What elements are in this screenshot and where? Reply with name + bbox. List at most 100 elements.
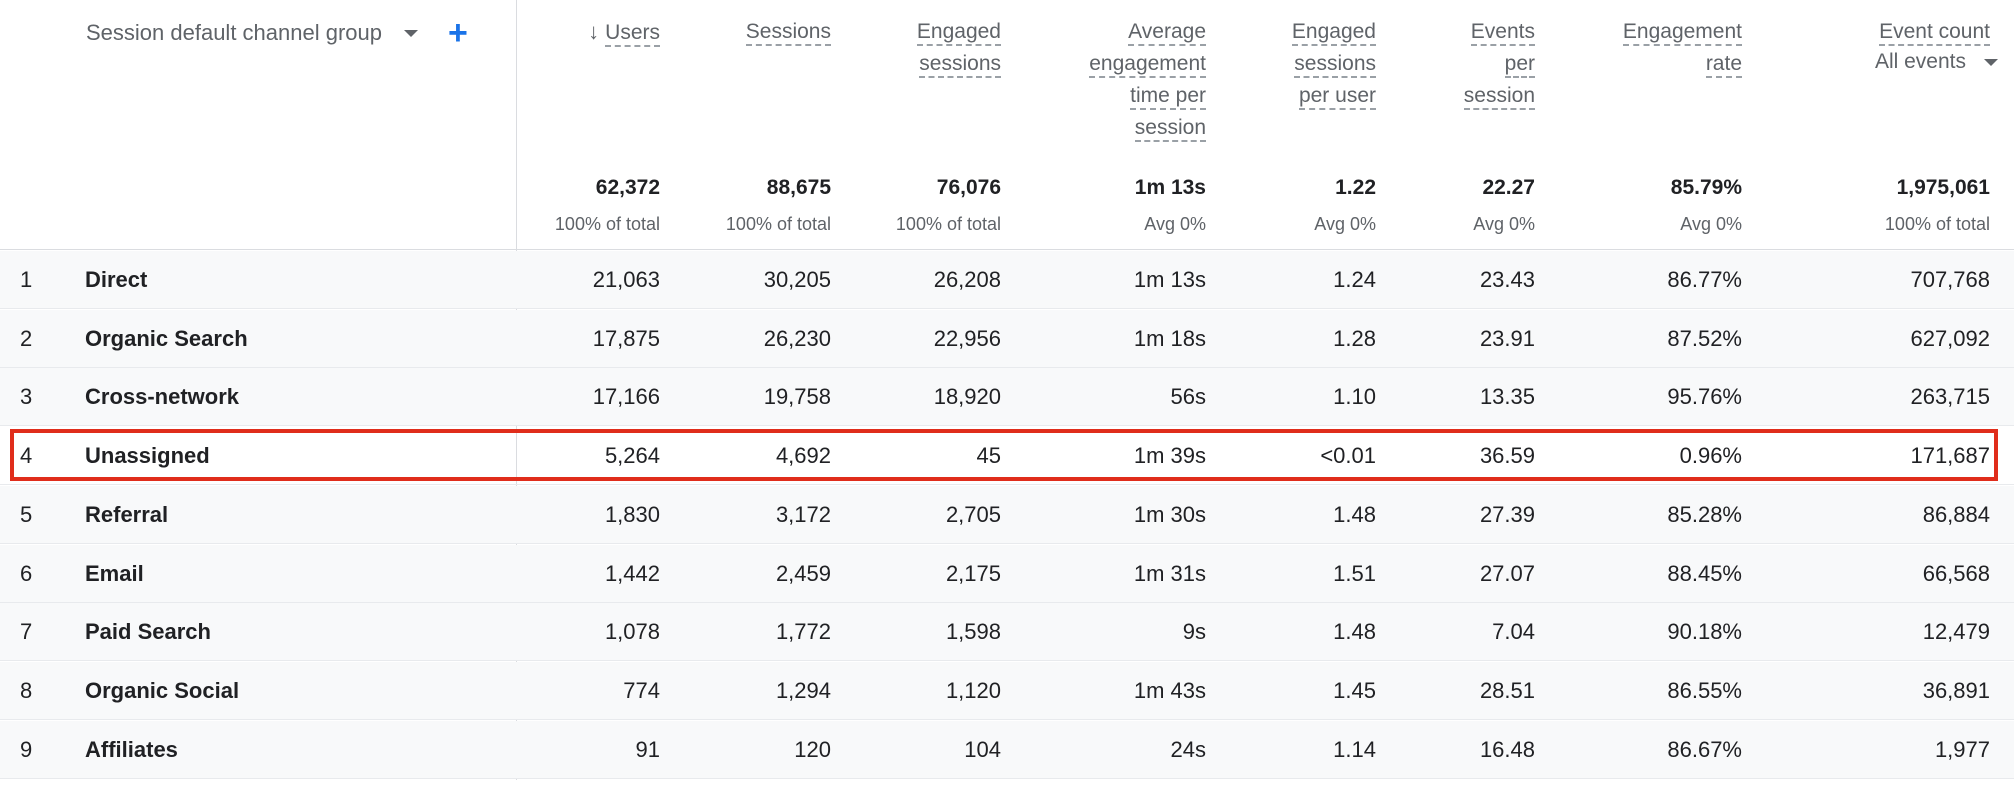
- table-row[interactable]: 4 Unassigned 5,264 4,692 45 1m 39s <0.01 36.59 0…: [0, 427, 2014, 486]
- metric-cell-events-per-session: 7.04: [1492, 619, 1535, 645]
- channel-name[interactable]: Email: [85, 560, 144, 586]
- column-header-avg-engagement-time[interactable]: Average engagement time per session: [1006, 16, 1206, 144]
- metric-cell-users: 1,830: [604, 501, 660, 527]
- column-header-label: Sessions: [745, 20, 831, 46]
- column-total: 1m 13s: [1134, 176, 1206, 199]
- channel-name[interactable]: Organic Social: [85, 677, 240, 703]
- column-header-label: per: [1504, 52, 1535, 78]
- column-header-engaged-sessions[interactable]: Engaged sessions: [841, 16, 1001, 80]
- row-rank: 2: [20, 325, 33, 351]
- channel-name[interactable]: Paid Search: [85, 619, 211, 645]
- column-header-engagement-rate[interactable]: Engagement rate: [1552, 16, 1742, 80]
- metric-cell-event-count: 627,092: [1910, 325, 1990, 351]
- metric-cell-avg-engagement-time: 1m 30s: [1133, 501, 1206, 527]
- table-row[interactable]: 5 Referral 1,830 3,172 2,705 1m 30s 1.48 27.39 8…: [0, 485, 2014, 544]
- metric-cell-engaged-per-user: 1.45: [1333, 677, 1376, 703]
- column-total-subtitle: Avg 0%: [1473, 214, 1535, 234]
- metric-cell-sessions: 2,459: [775, 560, 831, 586]
- channel-name[interactable]: Organic Search: [85, 325, 248, 351]
- dimension-dropdown-icon[interactable]: [404, 29, 418, 37]
- metric-cell-sessions: 26,230: [763, 325, 831, 351]
- column-header-label: Engagement: [1622, 20, 1742, 46]
- column-header-label: Engaged: [1291, 20, 1376, 46]
- column-header-label: Users: [605, 21, 660, 47]
- add-dimension-icon[interactable]: +: [448, 14, 468, 52]
- event-filter-select[interactable]: All events: [1875, 50, 1998, 74]
- metric-cell-event-count: 707,768: [1910, 267, 1990, 292]
- table-header: Session default channel group + ↓ Users 62…: [0, 0, 2014, 250]
- sort-descending-icon[interactable]: ↓: [588, 19, 600, 44]
- column-total-subtitle: 100% of total: [895, 214, 1001, 234]
- column-header-events-per-session[interactable]: Events per session: [1385, 16, 1535, 112]
- metric-cell-engaged-sessions: 22,956: [933, 325, 1001, 351]
- column-header-label: session: [1134, 116, 1206, 142]
- event-filter-value: All events: [1874, 50, 1966, 73]
- metric-cell-users: 1,078: [604, 619, 660, 645]
- metric-cell-events-per-session: 28.51: [1479, 677, 1535, 703]
- metric-cell-event-count: 263,715: [1910, 384, 1990, 410]
- metric-cell-avg-engagement-time: 1m 31s: [1133, 560, 1206, 586]
- metric-cell-users: 91: [635, 736, 660, 762]
- table-row[interactable]: 7 Paid Search 1,078 1,772 1,598 9s 1.48 7.04 90.…: [0, 603, 2014, 662]
- metric-cell-users: 17,166: [592, 384, 660, 410]
- metric-cell-engagement-rate: 86.67%: [1667, 736, 1742, 762]
- table-row[interactable]: 9 Affiliates 91 120 104 24s 1.14 16.48 86.67% 1,9…: [0, 720, 2014, 779]
- metric-cell-engaged-per-user: 1.10: [1333, 384, 1376, 410]
- row-rank: 5: [20, 501, 33, 527]
- metric-cell-event-count: 171,687: [1910, 443, 1990, 469]
- column-header-event-count[interactable]: Event count: [1750, 16, 1990, 48]
- metric-cell-engaged-sessions: 45: [976, 443, 1001, 469]
- metric-cell-engaged-per-user: 1.28: [1333, 325, 1376, 351]
- metric-cell-sessions: 1,294: [775, 677, 831, 703]
- metric-cell-engaged-per-user: 1.14: [1333, 736, 1376, 762]
- column-total: 1,975,061: [1896, 176, 1990, 199]
- table-row[interactable]: 3 Cross-network 17,166 19,758 18,920 56s 1.10 1…: [0, 368, 2014, 427]
- metric-cell-event-count: 1,977: [1934, 736, 1990, 762]
- channel-name[interactable]: Referral: [85, 501, 169, 527]
- metric-cell-engaged-sessions: 18,920: [933, 384, 1001, 410]
- metric-cell-sessions: 4,692: [775, 443, 831, 469]
- column-total-subtitle: 100% of total: [1884, 214, 1990, 234]
- metric-cell-engagement-rate: 87.52%: [1667, 325, 1742, 351]
- column-total: 88,675: [766, 176, 831, 199]
- column-header-users[interactable]: ↓ Users: [460, 16, 660, 49]
- metric-cell-event-count: 66,568: [1922, 560, 1990, 586]
- column-header-label: Event count: [1879, 20, 1990, 46]
- column-header-label: sessions: [919, 52, 1001, 78]
- column-header-label: sessions: [1294, 52, 1376, 78]
- channel-name[interactable]: Cross-network: [85, 384, 240, 410]
- metric-cell-events-per-session: 16.48: [1479, 736, 1535, 762]
- table-row[interactable]: 2 Organic Search 17,875 26,230 22,956 1m 18s 1…: [0, 309, 2014, 368]
- channel-name[interactable]: Unassigned: [85, 443, 210, 469]
- metric-cell-users: 5,264: [604, 443, 660, 469]
- row-rank: 3: [20, 384, 33, 410]
- channel-name[interactable]: Affiliates: [85, 736, 178, 762]
- metric-cell-events-per-session: 13.35: [1479, 384, 1535, 410]
- metric-cell-events-per-session: 27.39: [1479, 501, 1535, 527]
- metric-cell-users: 17,875: [592, 325, 660, 351]
- metric-cell-engagement-rate: 88.45%: [1667, 560, 1742, 586]
- column-header-sessions[interactable]: Sessions: [671, 16, 831, 48]
- row-rank: 4: [20, 443, 33, 469]
- dimension-selector[interactable]: Session default channel group: [86, 20, 382, 45]
- column-total-subtitle: Avg 0%: [1144, 214, 1206, 234]
- metric-cell-events-per-session: 36.59: [1479, 443, 1535, 469]
- column-header-engaged-per-user[interactable]: Engaged sessions per user: [1216, 16, 1376, 112]
- table-row[interactable]: 6 Email 1,442 2,459 2,175 1m 31s 1.51 27.07 88.4…: [0, 544, 2014, 603]
- table-row[interactable]: 1 Direct 21,063 30,205 26,208 1m 13s 1.24 23.43…: [0, 251, 2014, 309]
- row-rank: 8: [20, 677, 33, 703]
- metric-cell-sessions: 30,205: [763, 267, 831, 292]
- event-filter-dropdown-icon[interactable]: [1984, 58, 1998, 66]
- metric-cell-engaged-per-user: 1.24: [1333, 267, 1376, 292]
- metric-cell-engagement-rate: 90.18%: [1667, 619, 1742, 645]
- column-header-label: session: [1463, 84, 1535, 110]
- table-row[interactable]: 8 Organic Social 774 1,294 1,120 1m 43s 1.45 28…: [0, 661, 2014, 720]
- column-header-label: time per: [1130, 84, 1206, 110]
- metric-cell-engagement-rate: 95.76%: [1667, 384, 1742, 410]
- metric-cell-avg-engagement-time: 9s: [1182, 619, 1206, 645]
- column-header-label: Events: [1470, 20, 1535, 46]
- metric-cell-engagement-rate: 86.55%: [1667, 677, 1742, 703]
- column-total: 22.27: [1482, 176, 1535, 199]
- metric-cell-sessions: 3,172: [775, 501, 831, 527]
- channel-name[interactable]: Direct: [85, 267, 148, 292]
